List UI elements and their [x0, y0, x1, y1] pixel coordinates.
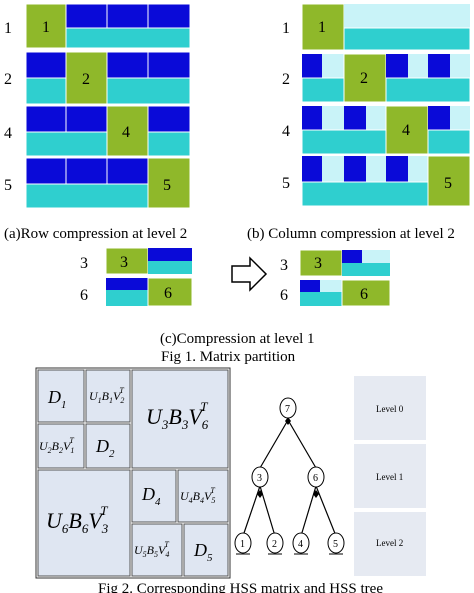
level-0-box: [354, 376, 426, 440]
u1b1v2-label: U1B1V2T: [89, 386, 124, 405]
d1-label: D1: [47, 387, 67, 411]
panel-b-row-label: 1: [282, 20, 290, 37]
level-0-label: Level 0: [376, 404, 404, 414]
svg-text:3: 3: [257, 473, 262, 484]
panel-b-row-label: 5: [282, 175, 290, 192]
tree-node-4: 4: [292, 532, 310, 554]
panel-c-right-row-label: 3: [280, 257, 288, 274]
u5b5v4-label: U5B5V4T: [134, 540, 169, 559]
panel-c-caption: (c)Compression at level 1: [160, 331, 315, 347]
u3b3v6-label: U3B3V6T: [146, 399, 209, 432]
panel-a-row-label: 5: [4, 177, 12, 194]
panel-b-row-label: 4: [282, 123, 290, 140]
panel-a-block-label: 4: [122, 124, 130, 141]
svg-text:1: 1: [240, 539, 245, 550]
level-boxes: Level 0 Level 1 Level 2: [354, 376, 426, 576]
hss-tree: 7 3 6 1 2 4 5: [234, 397, 345, 555]
panel-c-right-block-label: 3: [314, 255, 322, 272]
d5-label: D5: [193, 540, 213, 564]
fig1-caption: Fig 1. Matrix partition: [161, 349, 296, 365]
level-2-label: Level 2: [376, 538, 403, 548]
level-2-box: [354, 512, 426, 576]
panel-c: 3 6 3 6 3 6 3 6 (c)Compression at level …: [80, 247, 391, 347]
svg-text:4: 4: [298, 539, 303, 550]
hss-matrix: D1 U1B1V2T U2B2V1T D2 U3B3V6T U6B6V3T D4…: [35, 367, 231, 579]
panel-b-block-label: 5: [444, 175, 452, 192]
panel-c-right-row-label: 6: [280, 287, 288, 304]
svg-text:7: 7: [285, 404, 290, 415]
panel-c-left-row-label: 3: [80, 255, 88, 272]
panel-a-block-label: 5: [163, 177, 171, 194]
u2b2v1-label: U2B2V1T: [39, 436, 74, 455]
tree-node-5: 5: [327, 532, 345, 554]
tree-node-6: 6: [307, 466, 325, 488]
panel-c-left-row-label: 6: [80, 287, 88, 304]
svg-text:5: 5: [333, 539, 338, 550]
panel-b-row-label: 2: [282, 71, 290, 88]
svg-text:6: 6: [313, 473, 318, 484]
tree-node-2: 2: [266, 532, 284, 554]
panel-a-row-label: 2: [4, 71, 12, 88]
panel-b: 1 2 4 5 1 2 4 5 (b) Column compression a…: [247, 3, 471, 242]
panel-c-right-block-label: 6: [360, 286, 368, 303]
d4-label: D4: [141, 484, 161, 508]
u6b6v3-label: U6B6V3T: [46, 503, 109, 536]
tree-node-1: 1: [234, 532, 252, 554]
level-1-label: Level 1: [376, 472, 403, 482]
fig2-caption: Fig 2. Corresponding HSS matrix and HSS …: [98, 581, 383, 593]
level-1-box: [354, 444, 426, 508]
panel-c-left-block-label: 3: [120, 254, 128, 271]
right-arrow-icon: [231, 256, 268, 292]
tree-node-3: 3: [251, 466, 269, 488]
tree-node-7: 7: [279, 397, 297, 419]
svg-text:2: 2: [272, 539, 277, 550]
panel-a-row-label: 4: [4, 125, 12, 142]
panel-c-left-block-label: 6: [164, 285, 172, 302]
u4b4v5-label: U4B4V5T: [180, 486, 215, 505]
panel-a-caption: (a)Row compression at level 2: [4, 226, 187, 242]
panel-a-block-label: 2: [82, 71, 90, 88]
panel-a: 1 2 4 5 1 2 4 5 (a)Row compression at le…: [4, 3, 191, 242]
panel-b-block-label: 2: [360, 70, 368, 87]
panel-b-caption: (b) Column compression at level 2: [247, 226, 455, 242]
panel-b-block-label: 4: [402, 122, 410, 139]
d2-label: D2: [95, 436, 115, 460]
panel-a-row-label: 1: [4, 20, 12, 37]
panel-a-block-label: 1: [42, 19, 50, 36]
panel-b-block-label: 1: [318, 19, 326, 36]
